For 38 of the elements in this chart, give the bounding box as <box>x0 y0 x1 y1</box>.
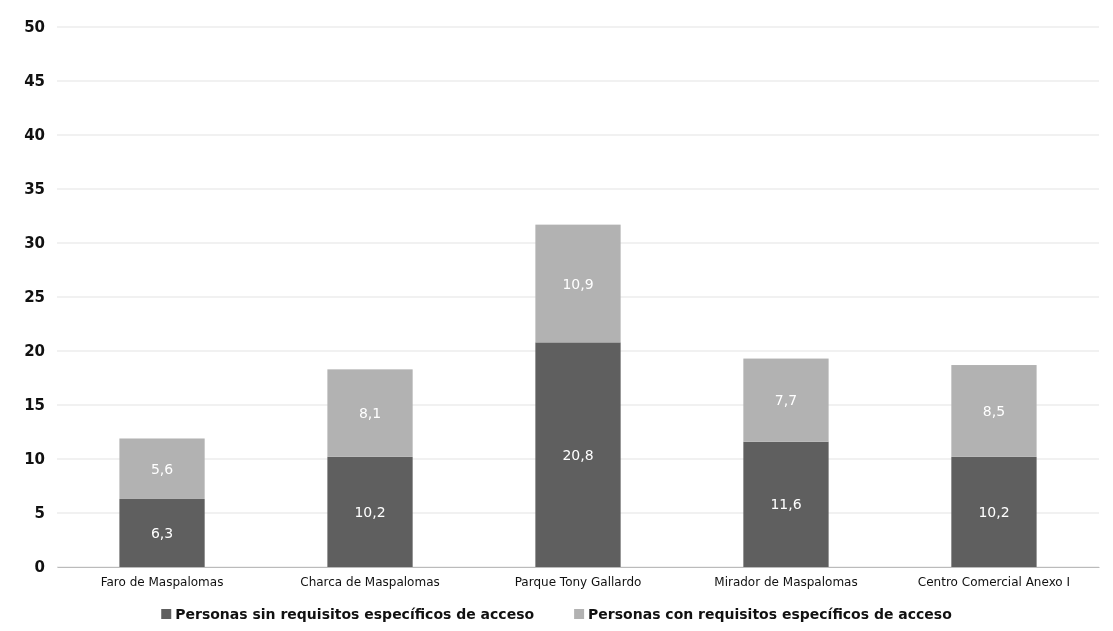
bar <box>743 358 829 442</box>
data-label: 11,6 <box>770 496 802 513</box>
data-label: 5,6 <box>150 460 174 477</box>
legend-label: Personas con requisitos específicos de acceso <box>588 606 953 622</box>
bar <box>119 498 205 567</box>
x-tick-label: Parque Tony Gallardo <box>514 574 642 589</box>
y-tick-label: 20 <box>24 342 45 361</box>
y-tick-label: 40 <box>24 126 45 145</box>
data-label: 20,8 <box>562 446 594 463</box>
bar <box>951 456 1037 567</box>
y-tick-label: 50 <box>24 18 45 37</box>
bar <box>951 365 1037 457</box>
data-label: 10,2 <box>354 503 386 520</box>
data-label: 8,1 <box>358 405 382 422</box>
y-tick-label: 5 <box>34 504 45 523</box>
bar <box>327 369 413 457</box>
data-label: 10,9 <box>562 275 594 292</box>
data-label: 8,5 <box>982 402 1006 419</box>
data-label: 6,3 <box>150 524 174 541</box>
y-tick-label: 15 <box>24 396 45 415</box>
y-tick-label: 35 <box>24 180 45 199</box>
y-tick-label: 45 <box>24 72 45 91</box>
y-tick-label: 30 <box>24 234 45 253</box>
bar <box>535 342 621 567</box>
data-label: 7,7 <box>774 392 798 409</box>
y-tick-label: 0 <box>34 558 45 577</box>
y-tick-label: 25 <box>24 288 45 307</box>
y-tick-label: 10 <box>24 450 45 469</box>
x-tick-label: Mirador de Maspalomas <box>714 574 858 589</box>
x-tick-label: Faro de Maspalomas <box>100 574 224 589</box>
x-tick-label: Centro Comercial Anexo I <box>917 574 1071 589</box>
bar <box>535 224 621 343</box>
bar <box>119 438 205 499</box>
bar <box>743 441 829 567</box>
data-label: 10,2 <box>978 503 1010 520</box>
legend-label: Personas sin requisitos específicos de acceso <box>175 606 535 622</box>
x-tick-label: Charca de Maspalomas <box>300 574 440 589</box>
bar <box>327 456 413 567</box>
